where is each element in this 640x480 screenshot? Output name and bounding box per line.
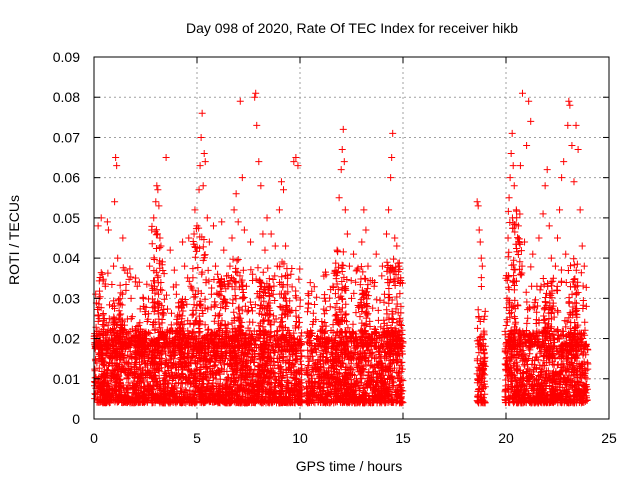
data-point bbox=[167, 321, 175, 329]
data-point bbox=[143, 280, 151, 288]
data-point bbox=[385, 299, 393, 307]
data-point bbox=[293, 355, 301, 363]
data-point bbox=[481, 312, 489, 320]
data-point bbox=[185, 277, 193, 285]
data-point bbox=[111, 367, 119, 375]
data-point bbox=[97, 269, 105, 277]
data-point bbox=[287, 270, 295, 278]
data-point bbox=[241, 302, 249, 310]
data-point bbox=[320, 310, 328, 318]
data-point bbox=[277, 314, 285, 322]
data-point bbox=[106, 301, 114, 309]
data-point bbox=[243, 308, 251, 316]
data-point bbox=[279, 372, 287, 380]
data-point bbox=[309, 309, 317, 317]
data-point bbox=[477, 274, 485, 282]
data-point bbox=[161, 368, 169, 376]
data-point bbox=[208, 284, 216, 292]
data-point bbox=[249, 318, 257, 326]
data-point bbox=[380, 298, 388, 306]
data-point bbox=[204, 266, 212, 274]
data-point bbox=[305, 357, 313, 365]
data-point bbox=[160, 270, 168, 278]
data-point bbox=[349, 320, 357, 328]
data-point bbox=[477, 283, 485, 291]
data-point bbox=[95, 277, 103, 285]
data-point bbox=[326, 303, 334, 311]
data-point bbox=[269, 275, 277, 283]
data-point bbox=[378, 272, 386, 280]
data-point bbox=[264, 264, 272, 272]
data-point bbox=[96, 287, 104, 295]
data-point bbox=[252, 275, 260, 283]
data-point bbox=[357, 263, 365, 271]
data-point bbox=[196, 328, 204, 336]
data-point bbox=[296, 265, 304, 273]
data-point bbox=[347, 277, 355, 285]
data-point bbox=[304, 304, 312, 312]
data-point bbox=[474, 324, 482, 332]
data-point bbox=[388, 314, 396, 322]
data-point bbox=[164, 305, 172, 313]
data-point bbox=[247, 266, 255, 274]
data-point bbox=[373, 296, 381, 304]
data-point bbox=[292, 287, 300, 295]
data-points bbox=[90, 89, 592, 407]
data-point bbox=[313, 293, 321, 301]
data-point bbox=[249, 277, 257, 285]
data-point bbox=[104, 269, 112, 277]
data-point bbox=[474, 306, 482, 314]
data-point bbox=[481, 307, 489, 315]
data-point bbox=[188, 311, 196, 319]
data-point bbox=[139, 293, 147, 301]
data-point bbox=[251, 340, 259, 348]
data-point bbox=[326, 294, 334, 302]
data-point bbox=[116, 281, 124, 289]
data-point bbox=[167, 309, 175, 317]
data-point bbox=[306, 279, 314, 287]
data-point bbox=[303, 308, 311, 316]
data-point bbox=[295, 275, 303, 283]
data-point bbox=[178, 380, 186, 388]
data-point bbox=[305, 291, 313, 299]
data-point bbox=[374, 316, 382, 324]
data-point bbox=[311, 300, 319, 308]
data-point bbox=[239, 281, 247, 289]
data-point bbox=[254, 264, 262, 272]
data-point bbox=[376, 296, 384, 304]
data-point bbox=[108, 281, 116, 289]
data-point bbox=[296, 318, 304, 326]
data-point bbox=[192, 365, 200, 373]
data-point bbox=[259, 268, 267, 276]
